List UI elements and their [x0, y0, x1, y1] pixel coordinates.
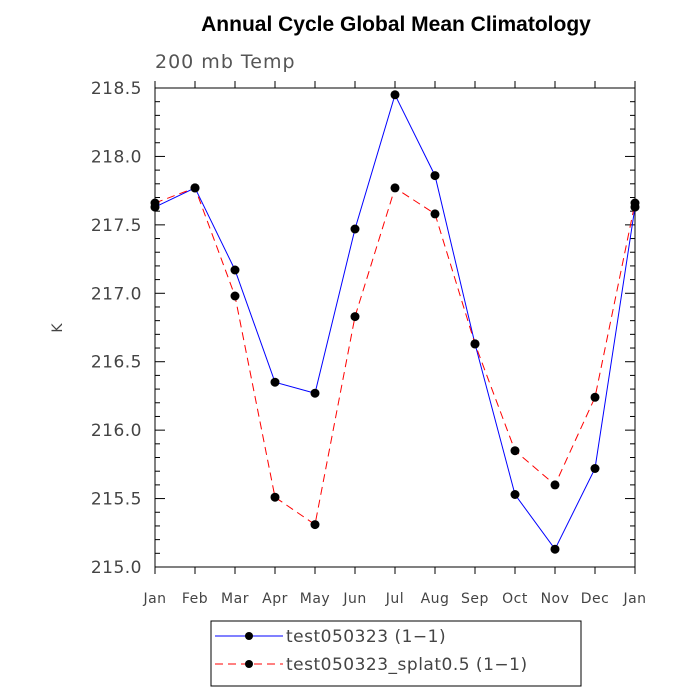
series-2-point — [230, 291, 240, 301]
legend-label-series-2: test050323_splat0.5 (1−1) — [286, 655, 528, 675]
series-1-point — [230, 265, 240, 275]
x-tick-label: Aug — [421, 591, 450, 607]
y-tick-label: 216.0 — [91, 421, 142, 441]
series-1-point — [310, 388, 320, 398]
series-2-point — [510, 446, 520, 456]
series-1-point — [590, 464, 600, 473]
series-2-point — [190, 183, 200, 193]
chart-title: Annual Cycle Global Mean Climatology — [201, 13, 591, 36]
x-tick-label: Sep — [461, 591, 489, 607]
series-2-point — [310, 520, 320, 530]
series-2-point — [590, 392, 600, 402]
x-axis-ticks: Jan Feb Mar Apr May Jun Jul Aug Sep Oct Nov Dec Jan — [142, 81, 646, 607]
series-1-point — [430, 171, 440, 181]
legend-marker-series-1 — [245, 632, 253, 640]
plot-frame — [154, 87, 636, 568]
x-tick-label: Jun — [342, 591, 366, 607]
y-tick-label: 216.5 — [91, 353, 142, 373]
series-1-point — [350, 224, 360, 234]
x-tick-label: May — [300, 591, 330, 607]
series-2-point — [270, 492, 280, 502]
series-2-point — [550, 480, 560, 490]
y-axis-ticks: 215.0 215.5 216.0 216.5 217.0 217.5 218.0 218.5 — [91, 79, 635, 578]
series-1-point — [270, 377, 280, 387]
series-2-point — [630, 198, 640, 208]
x-tick-label: Feb — [182, 591, 208, 607]
legend: test050323 (1−1) test050323_splat0.5 (1−… — [210, 620, 582, 687]
x-tick-label: Apr — [262, 591, 288, 607]
series-line-2 — [154, 187, 636, 526]
chart-subtitle: 200 mb Temp — [155, 51, 296, 73]
series-line-1 — [154, 93, 636, 551]
x-tick-label: Jul — [385, 591, 404, 607]
series-1-point — [390, 90, 400, 100]
series-2-point — [390, 183, 400, 193]
series-2-point — [430, 209, 440, 219]
series-1-point — [510, 490, 520, 499]
series-2-point — [470, 339, 480, 349]
legend-marker-series-2 — [245, 660, 253, 668]
series-1-point — [550, 544, 560, 554]
y-tick-label: 217.0 — [91, 284, 142, 304]
x-tick-label: Jan — [622, 591, 646, 607]
y-tick-label: 218.0 — [91, 147, 142, 167]
x-tick-label: Nov — [541, 591, 570, 607]
y-tick-label: 215.5 — [91, 490, 142, 510]
y-axis-label: K — [50, 323, 66, 333]
x-tick-label: Mar — [221, 591, 249, 607]
x-tick-label: Jan — [142, 591, 166, 607]
legend-label-series-1: test050323 (1−1) — [286, 627, 446, 647]
y-tick-label: 217.5 — [91, 216, 142, 236]
y-tick-label: 218.5 — [91, 79, 142, 99]
x-tick-label: Dec — [581, 591, 610, 607]
y-tick-label: 215.0 — [91, 558, 142, 578]
x-tick-label: Oct — [502, 591, 528, 607]
series-layer — [150, 90, 640, 554]
series-2-point — [350, 312, 360, 322]
series-2-point — [150, 198, 160, 208]
legend-box — [210, 620, 582, 687]
